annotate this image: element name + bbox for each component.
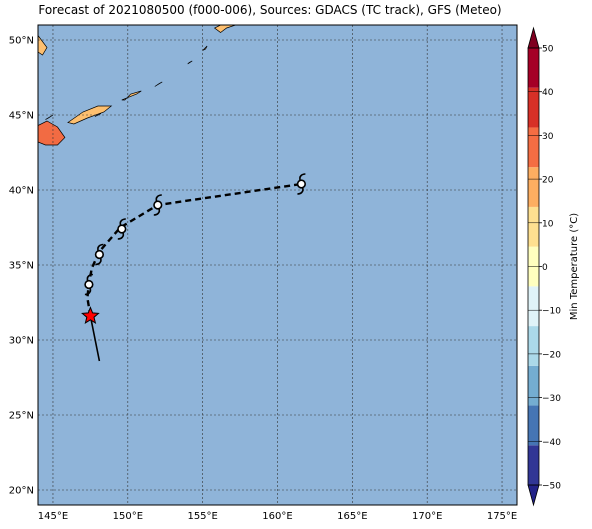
map-area: 145°E 150°E 155°E 160°E 165°E 170°E 175°E 20°N 2… [9,24,518,522]
colorbar-extend-low [527,484,540,507]
colorbar-segment [528,206,539,247]
colorbar-label: Min Temperature (°C) [569,213,580,320]
colorbar-tick-label: 30 [542,132,554,142]
observed-track [89,315,101,362]
lat-tick-label: 50°N [9,36,34,47]
lon-tick-label: 160°E [262,511,292,522]
land-kuril-island-6 [187,60,193,65]
land-hokkaido-coast [38,120,66,146]
land-kamchatka-tip [213,25,236,33]
lat-tick-label: 30°N [9,336,34,347]
map-frame [37,24,518,506]
colorbar-tick-label: −30 [542,394,561,404]
colorbar-tick-label: −10 [542,307,561,317]
lat-tick-label: 25°N [9,411,34,422]
colorbar-tick-label: 40 [542,88,554,98]
colorbar-segment [528,445,539,485]
colorbar-segment [528,87,539,128]
cyclone-symbol [153,194,163,216]
land-kuril-island-4 [45,114,54,120]
cyclone-symbol [84,273,94,296]
current-position-star [81,306,100,324]
colorbar-segment [528,405,539,446]
colorbar-tick-label: 10 [542,219,554,229]
colorbar-tick-label: 50 [542,45,554,55]
lon-tick-label: 155°E [187,511,217,522]
colorbar-tick-label: −20 [542,350,561,360]
figure-title: Forecast of 2021080500 (f000-006), Sourc… [38,3,502,17]
colorbar: −50 −40 −30 −20 −10 0 10 20 30 40 50 Min Temperatur… [527,26,580,507]
colorbar-segment [528,127,539,168]
lon-tick-label: 165°E [337,511,367,522]
lon-tick-label: 150°E [113,511,143,522]
lon-tick-label: 145°E [38,511,68,522]
lon-tick-label: 170°E [412,511,442,522]
colorbar-segment [528,167,539,207]
land-sakhalin-edge [38,34,48,56]
lon-tick-label: 175°E [487,511,517,522]
forecast-track [86,182,302,317]
land-kuril-island-5 [94,113,102,117]
land-kuril-island-7 [202,45,208,51]
land-kuril-island-1 [67,105,113,125]
land-kuril-island-3 [154,81,163,87]
colorbar-segment [528,48,539,88]
colorbar-tick-label: −40 [542,438,561,448]
cyclone-symbol [296,173,306,195]
colorbar-tick-label: −50 [542,482,561,492]
colorbar-segment [528,326,539,366]
lat-tick-label: 40°N [9,186,34,197]
cyclone-symbol [94,243,105,266]
colorbar-extend-high [527,26,540,49]
lat-tick-label: 20°N [9,486,34,497]
colorbar-tick-label: 0 [542,263,548,273]
land-kuril-island-2 [121,90,142,101]
lat-tick-label: 45°N [9,111,34,122]
colorbar-segment [528,365,539,406]
colorbar-tick-label: 20 [542,176,554,186]
colorbar-segment [528,286,539,327]
lat-tick-label: 35°N [9,261,34,272]
cyclone-symbol [117,218,127,240]
